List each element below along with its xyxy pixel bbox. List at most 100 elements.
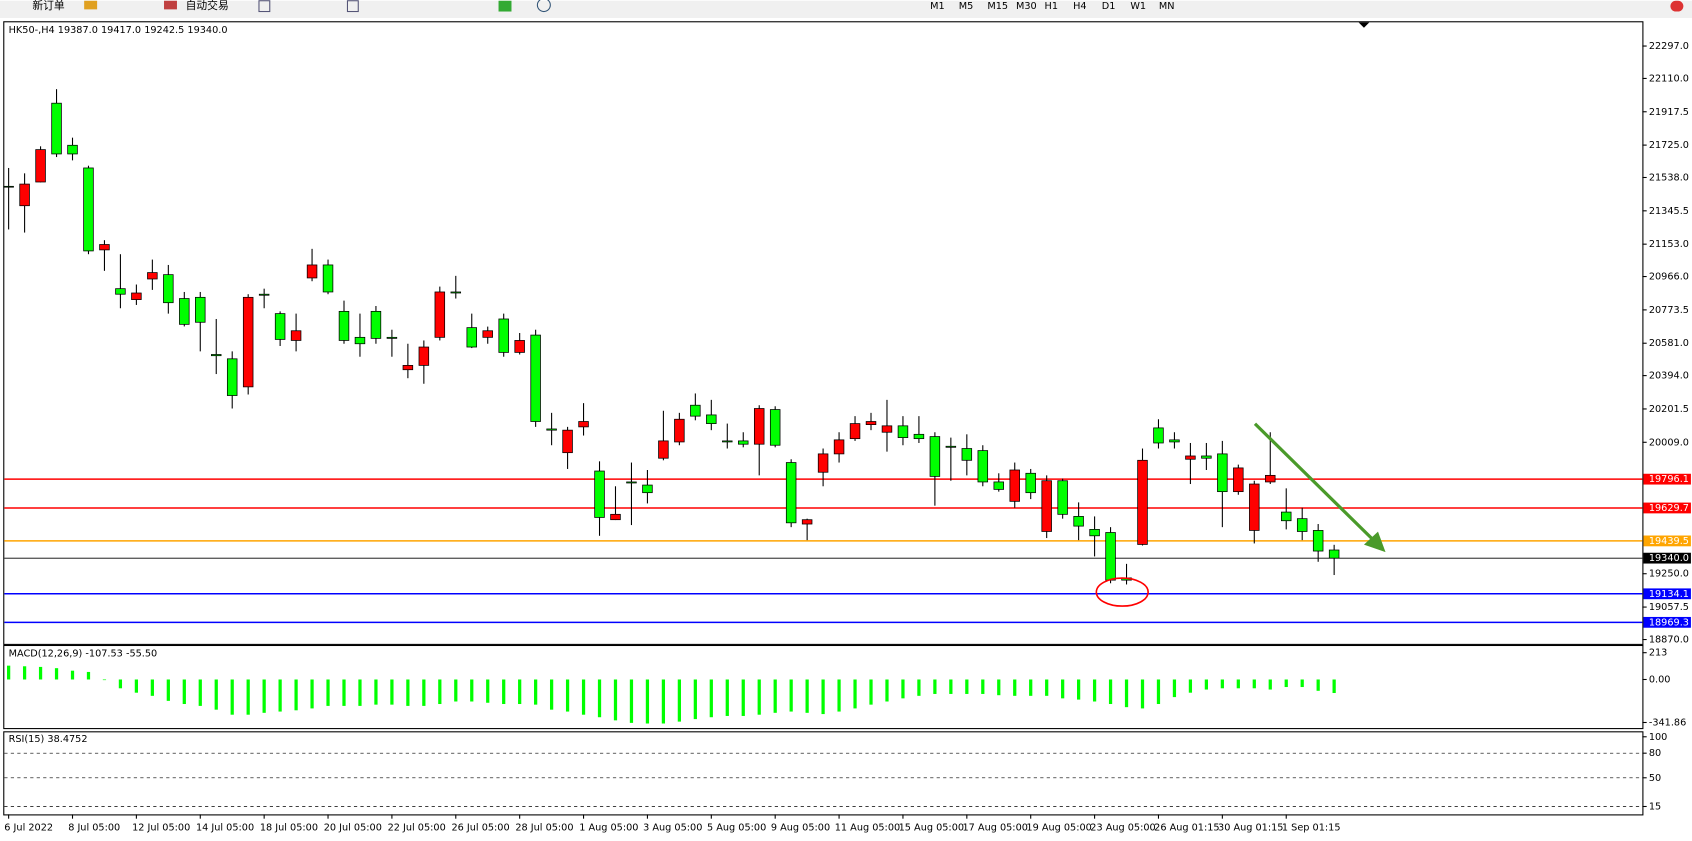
y-tick-label: 15 bbox=[1649, 801, 1661, 812]
candle-body bbox=[801, 519, 813, 525]
timeframe-button[interactable]: M5 bbox=[959, 1, 974, 12]
candle-body bbox=[1296, 518, 1308, 532]
candle-body bbox=[163, 274, 174, 304]
histogram-bar bbox=[374, 679, 378, 705]
candle-body bbox=[354, 336, 366, 345]
candle-body bbox=[1265, 474, 1276, 483]
x-tick-label: 9 Aug 05:00 bbox=[771, 822, 830, 833]
icon[interactable] bbox=[258, 0, 271, 13]
price-label: 19134.1 bbox=[1649, 589, 1689, 600]
price-label: 19439.5 bbox=[1649, 536, 1689, 547]
icon[interactable] bbox=[536, 0, 551, 13]
indicator-title: MACD(12,26,9) -107.53 -55.50 bbox=[9, 649, 158, 660]
chart-title: HK50-,H4 19387.0 19417.0 19242.5 19340.0 bbox=[9, 25, 228, 36]
candle-body bbox=[865, 421, 877, 425]
candle-body bbox=[51, 102, 62, 155]
histogram-bar bbox=[230, 679, 234, 715]
x-tick-label: 26 Jul 05:00 bbox=[451, 822, 509, 833]
candle-body bbox=[562, 429, 573, 454]
histogram-bar bbox=[246, 679, 250, 715]
histogram-bar bbox=[853, 679, 857, 709]
candle-body bbox=[674, 418, 685, 443]
candle-body bbox=[658, 440, 669, 459]
candle-body bbox=[418, 346, 430, 366]
macd-panel bbox=[3, 644, 1644, 730]
candle-body bbox=[226, 358, 238, 396]
price-label-box bbox=[1643, 616, 1691, 628]
candle-body bbox=[1105, 532, 1116, 581]
histogram-bar bbox=[1140, 679, 1145, 709]
x-tick-label: 20 Jul 05:00 bbox=[324, 822, 382, 833]
toolbar-button[interactable]: 自动交易 bbox=[186, 0, 229, 12]
histogram-bar bbox=[1332, 679, 1336, 694]
histogram-bar bbox=[997, 679, 1001, 696]
candle-body bbox=[1185, 455, 1196, 460]
timeframe-button[interactable]: MN bbox=[1159, 1, 1175, 12]
candle-body bbox=[386, 336, 398, 339]
histogram-bar bbox=[486, 679, 490, 703]
candle-body bbox=[849, 423, 861, 440]
timeframe-button[interactable]: M15 bbox=[987, 1, 1008, 12]
timeframe-button[interactable]: D1 bbox=[1102, 1, 1116, 12]
candle-body bbox=[833, 439, 845, 455]
annotation-ellipse bbox=[1095, 577, 1149, 607]
histogram-bar bbox=[470, 679, 474, 702]
timeframe-button[interactable]: W1 bbox=[1130, 1, 1146, 12]
histogram-bar bbox=[22, 666, 27, 680]
x-tick-label: 3 Aug 05:00 bbox=[643, 822, 702, 833]
y-tick-label: 0.00 bbox=[1649, 674, 1671, 685]
icon[interactable] bbox=[1670, 0, 1684, 12]
histogram-bar bbox=[502, 679, 506, 705]
candle-body bbox=[242, 296, 254, 388]
histogram-bar bbox=[933, 679, 937, 694]
candle-body bbox=[322, 264, 334, 293]
price-label-box bbox=[1643, 535, 1691, 547]
histogram-bar bbox=[965, 679, 969, 694]
candle-body bbox=[897, 425, 909, 438]
toolbar-button[interactable]: 新订单 bbox=[32, 0, 65, 12]
histogram-bar bbox=[262, 679, 266, 713]
x-tick-label: 8 Jul 05:00 bbox=[68, 822, 120, 833]
histogram-bar bbox=[805, 679, 809, 713]
candle-body bbox=[19, 183, 30, 207]
histogram-bar bbox=[358, 679, 362, 706]
icon[interactable] bbox=[498, 0, 512, 12]
y-tick-label: 19250.0 bbox=[1649, 569, 1689, 580]
x-tick-label: 1 Sep 01:15 bbox=[1282, 822, 1341, 833]
histogram-bar bbox=[661, 679, 666, 724]
x-tick-label: 12 Jul 05:00 bbox=[132, 822, 190, 833]
candle-body bbox=[131, 292, 142, 300]
x-tick-label: 5 Aug 05:00 bbox=[707, 822, 766, 833]
icon[interactable] bbox=[84, 0, 98, 10]
histogram-bar bbox=[741, 679, 745, 716]
histogram-bar bbox=[629, 679, 634, 723]
candle-body bbox=[466, 327, 477, 348]
icon[interactable] bbox=[346, 0, 359, 13]
y-tick-label: 21345.5 bbox=[1649, 206, 1689, 217]
candle-body bbox=[690, 404, 701, 417]
y-tick-label: 22110.0 bbox=[1649, 73, 1689, 84]
histogram-bar bbox=[837, 679, 841, 712]
x-tick-label: 15 Aug 05:00 bbox=[899, 822, 964, 833]
candle-body bbox=[3, 185, 14, 188]
candle-body bbox=[929, 436, 941, 477]
histogram-bar bbox=[214, 679, 218, 710]
candle-body bbox=[498, 318, 509, 353]
y-tick-label: 21153.0 bbox=[1649, 239, 1689, 250]
candle-body bbox=[881, 425, 893, 433]
icon[interactable] bbox=[164, 0, 177, 10]
timeframe-button[interactable]: M1 bbox=[930, 1, 945, 12]
timeframe-button[interactable]: M30 bbox=[1016, 1, 1037, 12]
timeframe-button[interactable]: H1 bbox=[1045, 1, 1058, 12]
x-tick-label: 11 Aug 05:00 bbox=[835, 822, 900, 833]
timeframe-button[interactable]: H4 bbox=[1073, 1, 1086, 12]
candle-body bbox=[546, 428, 557, 431]
candle-body bbox=[370, 310, 382, 339]
x-tick-label: 17 Aug 05:00 bbox=[963, 822, 1028, 833]
candle-body bbox=[83, 167, 94, 252]
candle-body bbox=[514, 340, 525, 353]
histogram-bar bbox=[1300, 679, 1304, 688]
histogram-bar bbox=[1108, 679, 1113, 705]
